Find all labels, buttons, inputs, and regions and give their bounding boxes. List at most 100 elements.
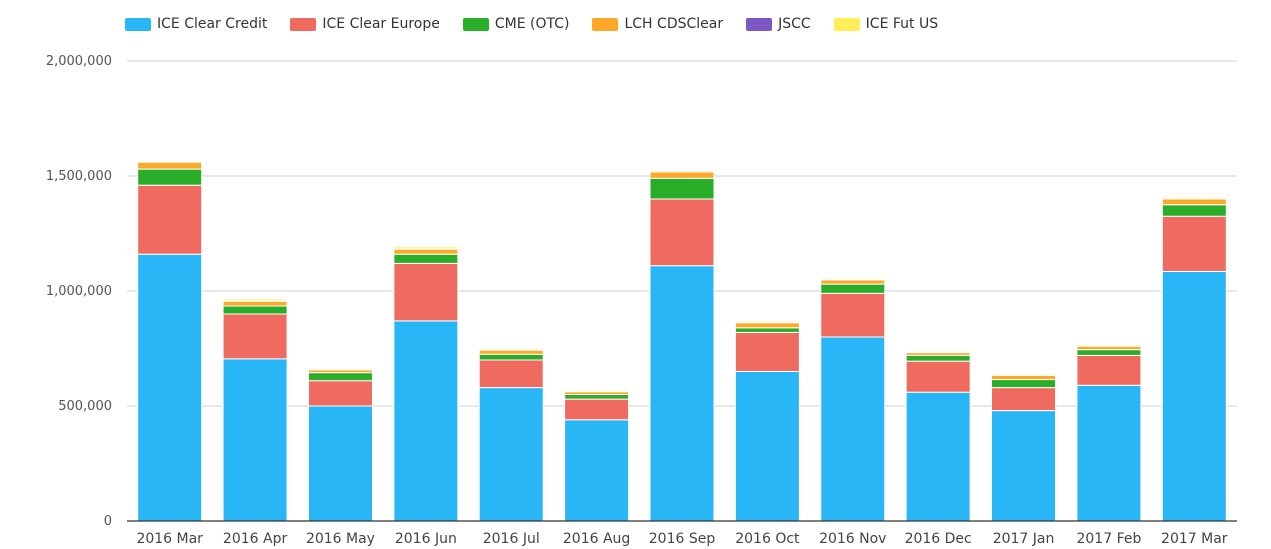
y-tick-label: 1,500,000 xyxy=(46,169,112,184)
bar-segment-ice-clear-europe xyxy=(478,359,544,389)
bar-segment-cme-otc- xyxy=(137,168,203,186)
bar-segment-ice-clear-europe xyxy=(991,387,1057,412)
bar-segment-lch-cdsclear xyxy=(1161,198,1227,206)
bar-segment-ice-clear-europe xyxy=(734,331,800,372)
x-tick-label: 2017 Jan xyxy=(993,531,1055,547)
legend-item-ice-clear-credit[interactable]: ICE Clear Credit xyxy=(125,16,267,32)
bar-segment-lch-cdsclear xyxy=(820,279,886,285)
bar-segment-ice-fut-us xyxy=(820,277,886,281)
legend-swatch xyxy=(746,17,773,31)
bar-segment-ice-fut-us xyxy=(393,246,459,250)
bar-segment-ice-fut-us xyxy=(478,348,544,351)
bar-segment-cme-otc- xyxy=(820,283,886,294)
bar-segment-ice-fut-us xyxy=(137,160,203,163)
y-tick-label: 0 xyxy=(104,514,112,529)
bar-segment-cme-otc- xyxy=(991,379,1057,389)
bar-segment-ice-clear-credit xyxy=(307,405,373,522)
x-tick-label: 2016 Apr xyxy=(223,531,288,547)
bar-segment-ice-clear-credit xyxy=(649,265,715,522)
legend-item-lch-cdsclear[interactable]: LCH CDSClear xyxy=(592,16,723,32)
bar-segment-ice-fut-us xyxy=(1161,196,1227,200)
y-tick-label: 1,000,000 xyxy=(46,284,112,299)
legend-swatch xyxy=(125,17,151,31)
x-tick-label: 2017 Feb xyxy=(1076,531,1141,547)
x-tick-label: 2016 Sep xyxy=(649,531,716,547)
bar-segment-ice-clear-credit xyxy=(1076,384,1142,522)
bar-segment-cme-otc- xyxy=(1161,204,1227,217)
bar-segment-ice-clear-credit xyxy=(564,419,630,522)
bar-segment-ice-fut-us xyxy=(905,350,971,353)
bar-segment-ice-fut-us xyxy=(307,367,373,370)
x-tick-label: 2016 Jul xyxy=(483,531,540,547)
bar-segment-ice-clear-europe xyxy=(649,198,715,267)
bar-segment-ice-clear-credit xyxy=(905,391,971,522)
legend-label: LCH CDSClear xyxy=(624,16,724,32)
legend-swatch xyxy=(290,17,317,31)
legend-swatch xyxy=(833,17,860,31)
bar-segment-cme-otc- xyxy=(307,372,373,382)
bar-segment-lch-cdsclear xyxy=(649,171,715,179)
bar-segment-cme-otc- xyxy=(734,327,800,333)
legend-swatch xyxy=(592,17,619,31)
x-tick-label: 2016 Nov xyxy=(819,531,886,547)
bar-segment-ice-clear-credit xyxy=(222,358,288,522)
bar-segment-lch-cdsclear xyxy=(1076,345,1142,351)
bar-segment-ice-clear-credit xyxy=(393,320,459,522)
legend-label: ICE Clear Europe xyxy=(322,16,440,32)
bar-segment-ice-clear-europe xyxy=(1161,215,1227,272)
legend-item-ice-fut-us[interactable]: ICE Fut US xyxy=(833,16,939,32)
bar-segment-ice-clear-europe xyxy=(1076,354,1142,386)
bar-segment-lch-cdsclear xyxy=(991,374,1057,381)
bar-segment-cme-otc- xyxy=(393,253,459,264)
y-tick-label: 2,000,000 xyxy=(46,54,112,69)
legend-label: JSCC xyxy=(778,16,811,32)
bar-segment-ice-fut-us xyxy=(734,320,800,323)
chart-legend: ICE Clear Credit ICE Clear Europe CME (OTC… xyxy=(125,16,961,32)
bar-segment-ice-clear-europe xyxy=(222,313,288,360)
bar-segment-ice-clear-credit xyxy=(734,371,800,522)
legend-item-cme-otc-[interactable]: CME (OTC) xyxy=(462,16,570,32)
x-tick-label: 2016 May xyxy=(306,531,375,547)
bar-segment-cme-otc- xyxy=(564,394,630,400)
bar-segment-lch-cdsclear xyxy=(393,248,459,255)
x-tick-label: 2016 Mar xyxy=(136,531,203,547)
legend-label: CME (OTC) xyxy=(494,16,570,32)
bar-segment-lch-cdsclear xyxy=(222,300,288,307)
x-tick-label: 2016 Dec xyxy=(905,531,972,547)
bar-segment-cme-otc- xyxy=(222,305,288,315)
x-tick-label: 2016 Oct xyxy=(735,531,800,547)
bar-segment-ice-clear-credit xyxy=(1161,270,1227,522)
bar-segment-ice-clear-europe xyxy=(393,262,459,322)
bar-segment-ice-clear-europe xyxy=(307,380,373,407)
bar-segment-ice-clear-europe xyxy=(905,360,971,393)
legend-item-jscc[interactable]: JSCC xyxy=(746,16,811,32)
bar-segment-ice-fut-us xyxy=(1076,344,1142,347)
bar-segment-lch-cdsclear xyxy=(734,322,800,329)
bar-segment-cme-otc- xyxy=(649,177,715,200)
bar-segment-ice-clear-credit xyxy=(820,336,886,522)
bar-segment-cme-otc- xyxy=(478,353,544,361)
x-tick-label: 2017 Mar xyxy=(1161,531,1228,547)
bar-segment-ice-clear-europe xyxy=(564,398,630,421)
bar-segment-ice-fut-us xyxy=(649,169,715,172)
x-tick-label: 2016 Jun xyxy=(395,531,457,547)
bar-segment-ice-fut-us xyxy=(222,298,288,302)
bar-segment-cme-otc- xyxy=(1076,349,1142,356)
bar-segment-ice-clear-credit xyxy=(137,253,203,522)
x-tick-label: 2016 Aug xyxy=(563,531,630,547)
bar-segment-lch-cdsclear xyxy=(137,161,203,170)
bar-segment-ice-fut-us xyxy=(564,389,630,392)
bar-segment-ice-clear-europe xyxy=(820,292,886,338)
bar-segment-ice-clear-credit xyxy=(478,387,544,522)
bar-segment-lch-cdsclear xyxy=(478,349,544,355)
legend-label: ICE Clear Credit xyxy=(157,16,268,32)
legend-swatch xyxy=(462,17,489,31)
legend-label: ICE Fut US xyxy=(865,16,939,32)
bar-segment-ice-clear-europe xyxy=(137,184,203,255)
legend-item-ice-clear-europe[interactable]: ICE Clear Europe xyxy=(290,16,440,32)
bar-segment-ice-fut-us xyxy=(991,373,1057,376)
y-tick-label: 500,000 xyxy=(58,399,112,414)
bar-segment-ice-clear-credit xyxy=(991,410,1057,522)
bar-segment-cme-otc- xyxy=(905,354,971,362)
